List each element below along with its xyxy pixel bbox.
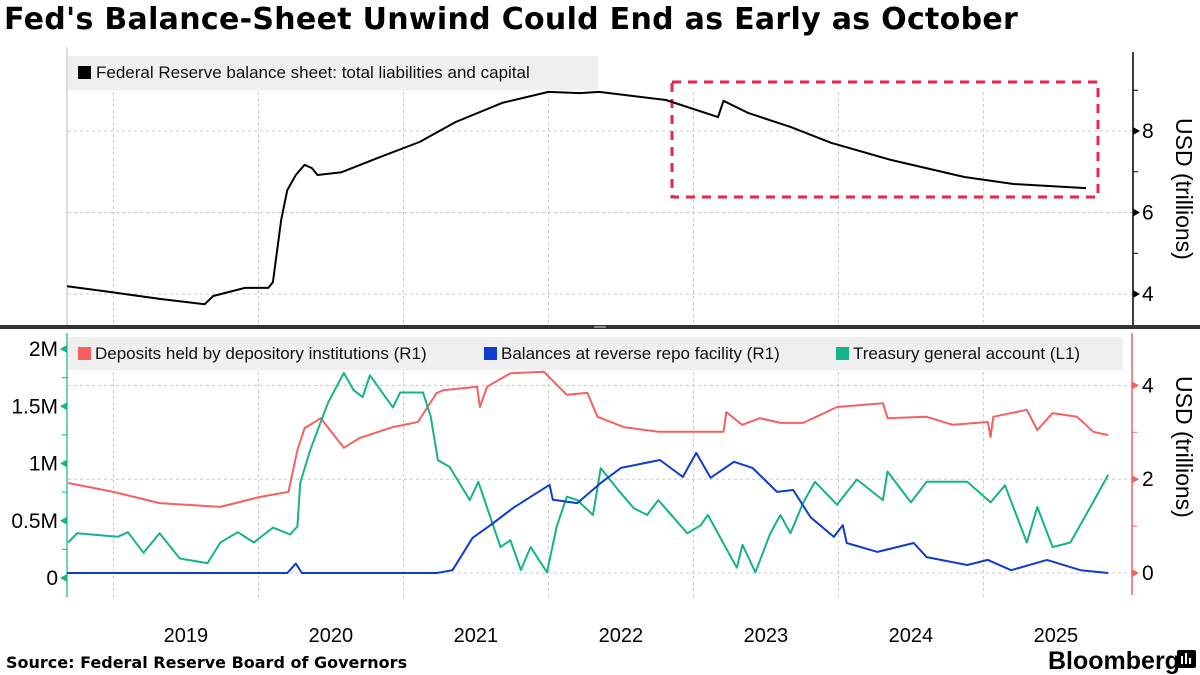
left-tick-mark: [60, 459, 67, 468]
left-y-tick-label: 1.5M: [11, 395, 58, 418]
source-note: Source: Federal Reserve Board of Governo…: [6, 653, 407, 672]
right-tick-mark: [1132, 475, 1139, 484]
legend-label-balance-sheet: Federal Reserve balance sheet: total lia…: [96, 63, 530, 82]
series-line-balance-sheet: [66, 90, 1087, 306]
x-tick-label: 2021: [454, 625, 499, 647]
left-y-tick-label: 0: [46, 567, 58, 590]
bottom-y-ticks: 0 2 4 0 0.5M 1M 1.5M 2M: [11, 338, 1154, 590]
x-tick-label: 2022: [599, 625, 644, 647]
top-y-axis-title: USD (trillions): [1171, 118, 1197, 260]
bottom-legend-box: [68, 337, 1123, 370]
legend-swatch-deposits: [78, 347, 91, 360]
top-tick-mark: [1133, 127, 1140, 135]
bloomberg-logo-text: Bloomberg: [1048, 647, 1180, 675]
right-y-tick-label: 2: [1142, 468, 1154, 491]
series-line-reverse-repo: [67, 451, 1109, 574]
legend-swatch-reverse-repo: [484, 347, 497, 360]
legend-label-reverse-repo: Balances at reverse repo facility (R1): [501, 344, 780, 363]
divider-handle[interactable]: [594, 326, 606, 328]
x-tick-label: 2019: [164, 625, 209, 647]
x-tick-label: 2024: [889, 625, 934, 647]
top-tick-mark: [1133, 290, 1140, 298]
top-tick-mark: [1133, 208, 1140, 217]
x-tick-label: 2023: [744, 625, 789, 647]
left-y-tick-label: 1M: [29, 453, 58, 476]
bottom-y-axis-title: USD (trillions): [1171, 376, 1197, 518]
x-axis-labels: 2019 2020 2021 2022 2023 2024 2025: [164, 625, 1079, 647]
right-tick-mark: [1132, 569, 1139, 577]
left-tick-mark: [60, 402, 67, 411]
left-y-tick-label: 0.5M: [11, 510, 58, 533]
bottom-gridlines: [68, 372, 1132, 597]
legend-swatch-balance-sheet: [78, 66, 91, 79]
right-y-tick-label: 0: [1142, 562, 1154, 585]
series-line-tga: [67, 372, 1110, 574]
left-tick-mark: [60, 574, 67, 582]
chart-title: Fed's Balance-Sheet Unwind Could End as …: [4, 2, 1019, 37]
legend-label-tga: Treasury general account (L1): [853, 344, 1080, 363]
legend-swatch-tga: [836, 347, 849, 360]
series-line-deposits: [68, 370, 1109, 508]
bloomberg-terminal-icon: [1177, 650, 1196, 668]
top-y-tick-label: 4: [1142, 283, 1154, 306]
right-tick-mark: [1132, 381, 1139, 390]
top-y-tick-label: 6: [1142, 202, 1154, 225]
top-y-ticks: 4 6 8: [1133, 89, 1154, 306]
top-gridlines: [68, 92, 1133, 325]
top-legend-box: [68, 56, 598, 90]
x-tick-label: 2025: [1034, 625, 1079, 647]
left-y-tick-label: 2M: [29, 338, 58, 361]
top-y-tick-label: 8: [1142, 120, 1154, 143]
left-tick-mark: [60, 345, 67, 353]
highlight-box: [670, 80, 1100, 199]
legend-label-deposits: Deposits held by depository institutions…: [95, 344, 427, 363]
left-tick-mark: [60, 516, 67, 525]
right-y-tick-label: 4: [1142, 374, 1154, 397]
x-tick-label: 2020: [309, 625, 354, 647]
